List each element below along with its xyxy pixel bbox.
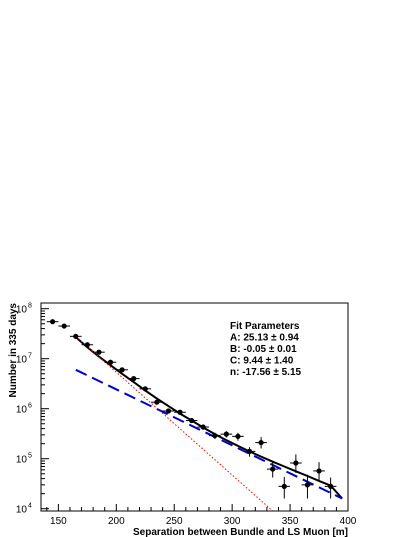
data-point [197, 424, 209, 430]
plot-marks [46, 319, 343, 511]
y-tick-label: 10 [16, 505, 28, 516]
data-marker [154, 399, 160, 405]
data-marker [177, 409, 183, 415]
data-marker [49, 319, 56, 325]
data-point [174, 409, 186, 415]
x-tick-label: 400 [340, 516, 357, 527]
x-tick-label: 200 [108, 516, 125, 527]
x-tick-label: 150 [50, 516, 67, 527]
y-axis-title: Number in 335 days [8, 303, 19, 398]
data-point [301, 474, 314, 499]
legend-title: Fit Parameters [230, 321, 300, 332]
data-marker [142, 386, 148, 392]
data-marker [270, 466, 276, 472]
data-point [220, 431, 233, 438]
data-point [127, 375, 140, 382]
data-point [69, 333, 82, 339]
fit-curve-dashed [75, 368, 343, 500]
data-marker [200, 424, 206, 430]
y-tick-exponent: 4 [28, 503, 32, 510]
data-point [139, 386, 152, 392]
data-marker [281, 483, 287, 489]
y-tick-label: 10 [16, 405, 28, 416]
data-point [232, 432, 244, 441]
data-marker [223, 431, 229, 437]
data-point [324, 477, 337, 499]
data-point [58, 323, 70, 329]
data-point [313, 462, 325, 482]
data-marker [235, 433, 241, 439]
x-tick-label: 350 [282, 516, 299, 527]
fit-parameters-box: Fit Parameters A: 25.13 ± 0.94 B: -0.05 … [230, 321, 302, 378]
y-tick-label: 10 [16, 355, 28, 366]
x-axis-title: Separation between Bundle and LS Muon [m… [133, 527, 348, 537]
data-point [255, 437, 267, 449]
data-point [243, 447, 256, 457]
data-marker [212, 432, 218, 439]
legend-line-a: A: 25.13 ± 0.94 [230, 333, 299, 344]
fit-curve-solid [75, 336, 343, 500]
data-point [104, 359, 117, 365]
plot-frame [40, 302, 349, 512]
data-point [290, 454, 302, 473]
data-marker [84, 342, 90, 348]
y-tick-exponent: 7 [28, 353, 32, 360]
data-point [151, 399, 163, 405]
data-marker [61, 323, 67, 329]
data-marker [96, 349, 102, 355]
data-point [116, 367, 128, 373]
y-tick-exponent: 8 [28, 303, 32, 310]
data-point [278, 477, 291, 499]
legend-line-b: B: -0.05 ± 0.01 [230, 344, 297, 355]
y-tick-label: 10 [16, 455, 28, 466]
y-tick-exponent: 6 [28, 403, 32, 410]
data-marker [165, 408, 172, 414]
legend-line-n: n: -17.56 ± 5.15 [230, 367, 302, 378]
data-point [208, 432, 221, 439]
data-marker [131, 375, 137, 382]
data-marker [258, 439, 264, 446]
data-point [93, 349, 105, 355]
y-tick-label: 10 [16, 305, 28, 316]
data-marker [107, 359, 114, 365]
data-point [266, 461, 279, 478]
data-marker [246, 448, 253, 455]
data-marker [304, 482, 311, 488]
x-tick-label: 300 [224, 516, 241, 527]
data-marker [293, 460, 299, 466]
data-marker [316, 468, 322, 474]
data-point [185, 417, 198, 424]
data-point [162, 408, 175, 414]
legend-line-c: C: 9.44 ± 1.40 [230, 356, 294, 367]
data-marker [189, 417, 195, 424]
data-point [81, 342, 94, 348]
data-marker [119, 367, 125, 373]
data-point [46, 319, 59, 325]
data-marker [328, 483, 334, 489]
data-marker [73, 333, 79, 339]
y-tick-exponent: 5 [28, 453, 32, 460]
x-tick-label: 250 [166, 516, 183, 527]
